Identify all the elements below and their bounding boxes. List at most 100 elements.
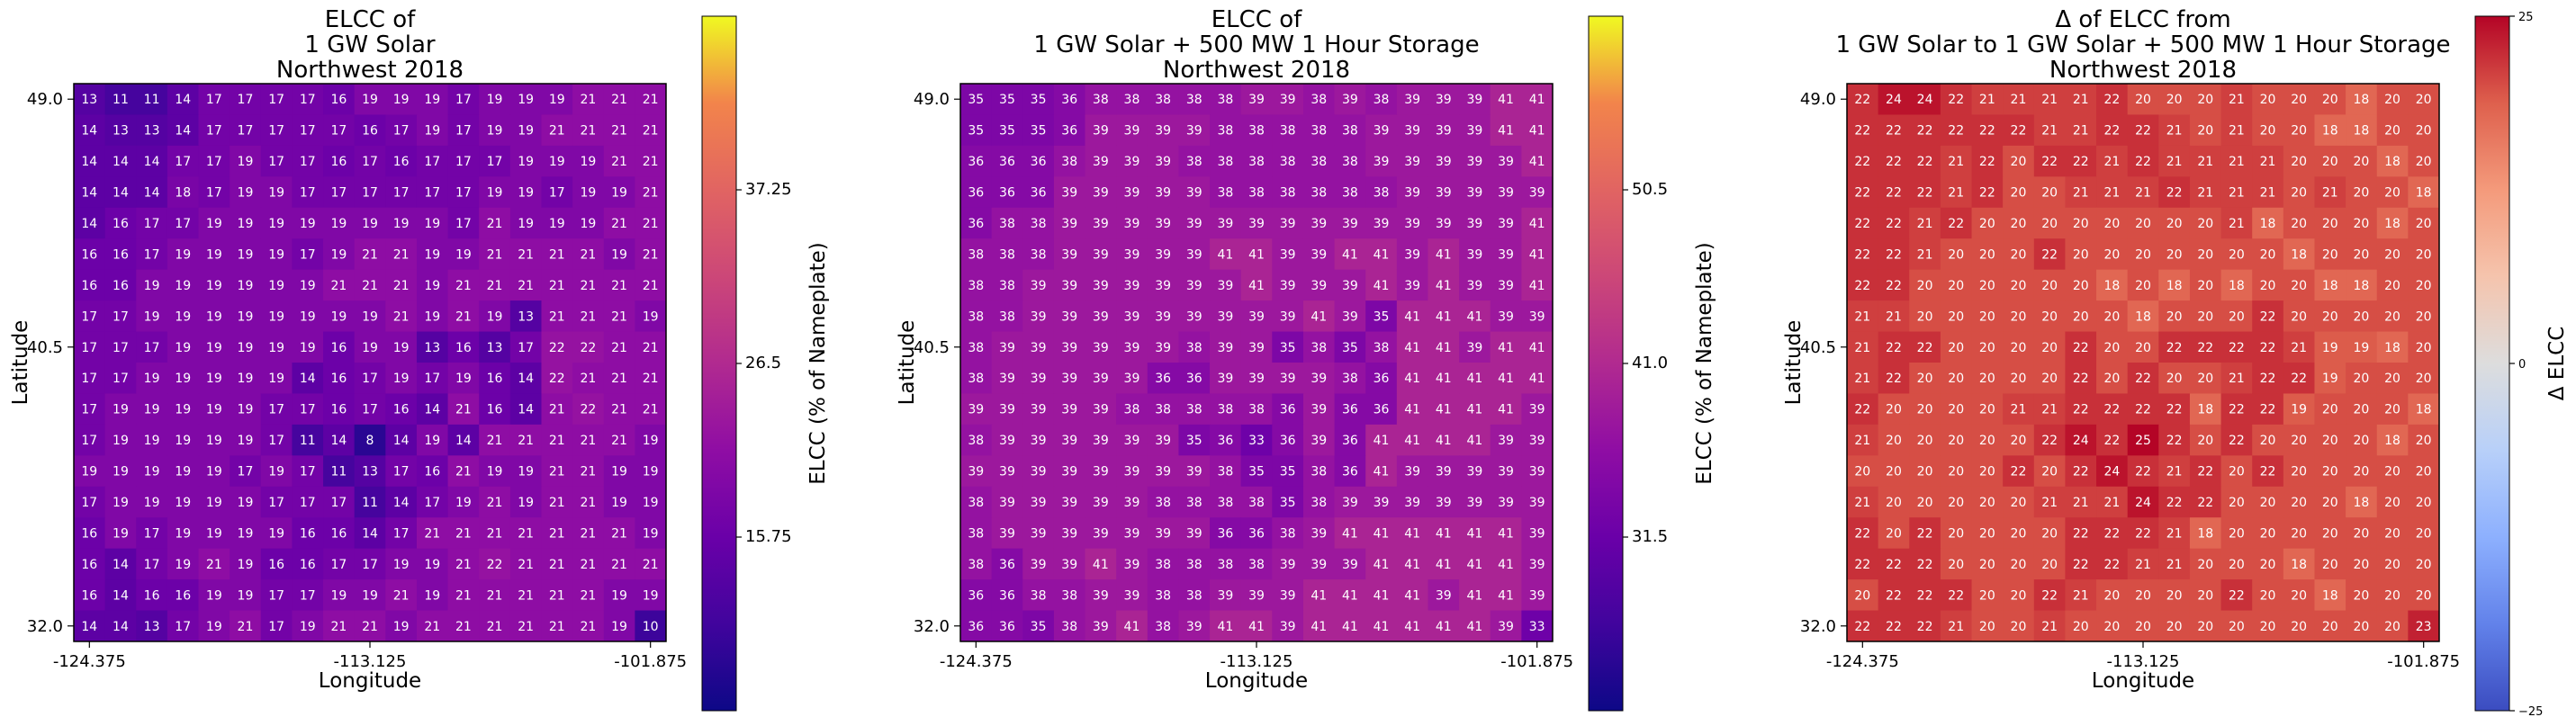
heatmap-cell bbox=[1240, 84, 1273, 115]
x-tick-label: -101.875 bbox=[614, 652, 687, 671]
heatmap-cell bbox=[1971, 393, 2004, 426]
cell-value-label: 21 bbox=[1854, 309, 1870, 324]
heatmap-cell bbox=[1116, 486, 1148, 518]
cell-value-label: 21 bbox=[455, 279, 472, 293]
heatmap-cell bbox=[198, 207, 230, 239]
cell-value-label: 20 bbox=[2073, 309, 2089, 324]
cell-value-label: 36 bbox=[1217, 526, 1233, 541]
cell-value-label: 19 bbox=[300, 309, 316, 324]
cell-value-label: 14 bbox=[81, 124, 97, 139]
cell-value-label: 41 bbox=[1436, 558, 1452, 572]
cell-value-label: 36 bbox=[1217, 434, 1233, 448]
cell-value-label: 21 bbox=[2073, 496, 2089, 510]
cell-value-label: 21 bbox=[611, 372, 627, 386]
cell-value-label: 41 bbox=[1404, 558, 1420, 572]
cell-value-label: 21 bbox=[455, 403, 472, 417]
heatmap-cell bbox=[104, 393, 137, 426]
heatmap-cell bbox=[1365, 393, 1398, 426]
heatmap-cell bbox=[2065, 579, 2097, 612]
heatmap-cell bbox=[2003, 176, 2035, 209]
heatmap-cell bbox=[2189, 517, 2222, 550]
cell-value-label: 39 bbox=[1280, 620, 1296, 634]
heatmap-cell bbox=[1210, 269, 1242, 301]
heatmap-cell bbox=[509, 548, 542, 580]
cell-value-label: 20 bbox=[2354, 186, 2370, 201]
cell-value-label: 39 bbox=[1280, 372, 1296, 386]
cell-value-label: 39 bbox=[1093, 247, 1109, 262]
chart-title: Northwest 2018 bbox=[276, 57, 464, 84]
cell-value-label: 39 bbox=[1124, 465, 1140, 480]
heatmap-cell bbox=[260, 176, 293, 209]
cell-value-label: 16 bbox=[330, 155, 347, 169]
cell-value-label: 19 bbox=[113, 526, 129, 541]
cell-value-label: 20 bbox=[2103, 341, 2120, 355]
heatmap-cell bbox=[1428, 610, 1460, 642]
heatmap-cell bbox=[2408, 393, 2440, 426]
cell-value-label: 39 bbox=[1436, 465, 1452, 480]
cell-value-label: 19 bbox=[362, 217, 378, 231]
cell-value-label: 41 bbox=[1217, 620, 1233, 634]
cell-value-label: 17 bbox=[175, 155, 191, 169]
heatmap-cell bbox=[572, 238, 605, 271]
cell-value-label: 39 bbox=[1093, 588, 1109, 603]
heatmap-cell bbox=[1971, 207, 2004, 239]
heatmap-cell bbox=[260, 424, 293, 456]
heatmap-cell bbox=[2096, 84, 2129, 115]
heatmap-cell bbox=[635, 486, 667, 518]
cell-value-label: 39 bbox=[1061, 465, 1077, 480]
cell-value-label: 19 bbox=[238, 186, 254, 201]
heatmap-cell bbox=[635, 363, 667, 394]
heatmap-cell bbox=[1210, 84, 1242, 115]
heatmap-cell bbox=[2189, 114, 2222, 147]
heatmap-cell bbox=[541, 238, 573, 271]
heatmap-cell bbox=[2158, 145, 2191, 177]
cell-value-label: 17 bbox=[393, 526, 410, 541]
heatmap-cell bbox=[603, 238, 635, 271]
colorbar-tick-label: 26.5 bbox=[745, 354, 781, 372]
heatmap-cell bbox=[136, 238, 168, 271]
cell-value-label: 20 bbox=[1917, 465, 1933, 480]
colorbar-tick-label: 25 bbox=[2518, 11, 2534, 24]
heatmap-cell bbox=[1116, 176, 1148, 209]
cell-value-label: 38 bbox=[1155, 620, 1171, 634]
heatmap-cell bbox=[1178, 238, 1211, 271]
cell-value-label: 20 bbox=[2291, 279, 2307, 293]
heatmap-cell bbox=[1878, 114, 1910, 147]
cell-value-label: 21 bbox=[581, 309, 597, 324]
cell-value-label: 10 bbox=[643, 620, 659, 634]
cell-value-label: 36 bbox=[1342, 403, 1358, 417]
heatmap-cell bbox=[1147, 517, 1179, 550]
cell-value-label: 19 bbox=[238, 526, 254, 541]
heatmap-cell bbox=[572, 424, 605, 456]
heatmap-cell bbox=[2065, 269, 2097, 301]
heatmap-cell bbox=[2127, 176, 2159, 209]
cell-value-label: 19 bbox=[238, 247, 254, 262]
cell-value-label: 41 bbox=[1374, 279, 1390, 293]
cell-value-label: 36 bbox=[999, 186, 1015, 201]
heatmap-cell bbox=[1971, 363, 2004, 394]
heatmap-cell bbox=[1178, 331, 1211, 363]
heatmap-cell bbox=[1909, 393, 1941, 426]
cell-value-label: 39 bbox=[1061, 247, 1077, 262]
heatmap-cell bbox=[479, 455, 511, 488]
heatmap-cell bbox=[2220, 331, 2253, 363]
cell-value-label: 16 bbox=[455, 341, 472, 355]
heatmap-cell bbox=[1085, 363, 1117, 394]
heatmap-cell bbox=[1396, 393, 1428, 426]
heatmap-cell bbox=[2189, 238, 2222, 271]
cell-value-label: 13 bbox=[424, 341, 440, 355]
heatmap-cell bbox=[2314, 455, 2346, 488]
cell-value-label: 41 bbox=[1436, 341, 1452, 355]
cell-value-label: 39 bbox=[1311, 247, 1327, 262]
cell-value-label: 20 bbox=[2135, 620, 2151, 634]
heatmap-cell bbox=[323, 300, 356, 333]
heatmap-cell bbox=[1878, 424, 1910, 456]
cell-value-label: 24 bbox=[1917, 93, 1933, 107]
cell-value-label: 33 bbox=[1529, 620, 1545, 634]
heatmap-cell bbox=[603, 393, 635, 426]
heatmap-cell bbox=[1210, 579, 1242, 612]
cell-value-label: 39 bbox=[1061, 341, 1077, 355]
cell-value-label: 20 bbox=[2384, 558, 2400, 572]
heatmap-cell bbox=[2003, 486, 2035, 518]
heatmap-cell bbox=[447, 610, 480, 642]
